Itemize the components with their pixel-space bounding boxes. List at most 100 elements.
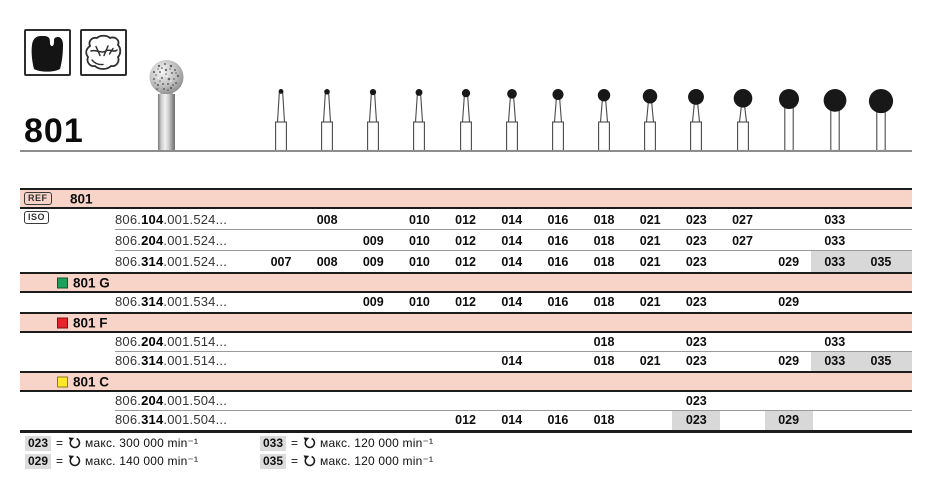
size-cell: 014: [501, 354, 523, 368]
bur-silhouette-014: [489, 59, 535, 152]
section-rule: [20, 430, 912, 433]
section-color-square: [57, 317, 68, 328]
bur-silhouette-023: [673, 59, 719, 152]
size-cell: 023: [685, 295, 707, 309]
size-cell: 029: [778, 255, 800, 269]
rotation-speed-icon: [68, 436, 81, 450]
size-cell: 023: [685, 213, 707, 227]
size-cell: 018: [593, 413, 615, 427]
section-header-801-G: 801 G: [20, 274, 912, 291]
size-cell: 014: [501, 213, 523, 227]
iso-number: 806.104.001.524...: [115, 212, 228, 227]
size-cell: 027: [732, 213, 753, 227]
size-cell: 033: [824, 213, 846, 227]
size-cell: 033: [824, 255, 846, 269]
bur-silhouette-012: [443, 59, 489, 152]
size-cell: 033: [824, 335, 846, 349]
size-cell: 010: [409, 213, 430, 227]
bur-silhouette-033: [812, 59, 858, 152]
bur-photo: [149, 60, 184, 151]
size-cell: 029: [778, 413, 800, 427]
size-cell: 033: [824, 354, 846, 368]
rotation-speed-icon: [303, 436, 316, 450]
size-cell: 018: [593, 255, 615, 269]
section-label: 801 G: [73, 275, 110, 290]
size-cell: 012: [455, 213, 477, 227]
iso-number: 806.204.001.524...: [115, 233, 228, 248]
size-cell: 033: [824, 234, 846, 248]
baseline-rule: [20, 150, 912, 152]
equals-sign: =: [56, 454, 64, 468]
size-cell: 023: [685, 335, 707, 349]
size-cell: 027: [732, 234, 753, 248]
iso-row: 806.314.001.514... 014 018 021 023 029 033 035: [20, 352, 912, 371]
rotation-speed-icon: [68, 454, 81, 468]
iso-number: 806.204.001.514...: [115, 334, 228, 349]
size-cell: 010: [409, 295, 430, 309]
iso-row: 806.314.001.524... 007 008 009 010 012 014 016 0…: [20, 251, 912, 272]
size-cell: 016: [547, 234, 569, 248]
size-badge: 033: [260, 435, 287, 451]
legend-item: 035 = макс. 120 000 min⁻¹: [260, 453, 433, 469]
section-label: 801 F: [73, 315, 108, 330]
bur-silhouette-018: [581, 59, 627, 152]
size-cell: 018: [593, 354, 615, 368]
section-header-801: 801: [20, 190, 912, 207]
section-rule: [20, 371, 912, 373]
size-cell: 016: [547, 255, 569, 269]
max-speed-text: макс. 140 000 min⁻¹: [85, 454, 199, 468]
iso-row: 806.204.001.514... 018 023 033: [20, 333, 912, 352]
size-cell: 023: [685, 354, 707, 368]
section-color-square: [57, 376, 68, 387]
section-rule: [20, 390, 912, 392]
size-cell: 012: [455, 295, 477, 309]
size-cell: 010: [409, 255, 430, 269]
size-cell: 012: [455, 413, 477, 427]
size-cell: 007: [270, 255, 292, 269]
size-cell: 014: [501, 234, 523, 248]
speed-limit-highlight: [672, 411, 721, 430]
section-rule: [20, 188, 912, 190]
iso-row: 806.104.001.524... 008 010 012 014 016 018 021 0…: [20, 209, 912, 230]
size-badge: 029: [25, 453, 52, 469]
tooth-occlusal-icon: [80, 29, 127, 76]
figure-number: 801: [24, 112, 84, 150]
size-cell: 018: [593, 335, 615, 349]
bur-silhouette-027: [720, 59, 766, 152]
section-header-801-C: 801 C: [20, 373, 912, 390]
section-rule: [20, 312, 912, 314]
speed-limit-highlight: [764, 411, 813, 430]
speed-limit-highlight: [810, 251, 912, 272]
iso-row: 806.204.001.504... 023: [20, 392, 912, 411]
size-cell: 023: [685, 255, 707, 269]
ref-chip: REF: [24, 192, 52, 205]
iso-chip: ISO: [24, 211, 50, 224]
row-separator: [115, 250, 912, 251]
size-cell: 023: [685, 234, 707, 248]
bur-silhouette-007: [258, 59, 304, 152]
equals-sign: =: [56, 436, 64, 450]
iso-row: 806.314.001.504... 012 014 016 018 023 029: [20, 411, 912, 430]
size-cell: 023: [685, 394, 707, 408]
size-cell: 012: [455, 234, 477, 248]
legend-item: 033 = макс. 120 000 min⁻¹: [260, 435, 433, 451]
iso-number: 806.314.001.524...: [115, 254, 228, 269]
size-cell: 023: [685, 413, 707, 427]
iso-number: 806.314.001.514...: [115, 353, 228, 368]
row-separator: [115, 410, 912, 411]
size-cell: 009: [362, 234, 384, 248]
speed-limit-highlight: [810, 352, 912, 371]
size-cell: 009: [362, 295, 384, 309]
size-cell: 021: [639, 255, 661, 269]
size-cell: 035: [870, 354, 892, 368]
row-separator: [115, 229, 912, 230]
size-cell: 021: [639, 354, 661, 368]
size-cell: 016: [547, 413, 569, 427]
size-badge: 035: [260, 453, 287, 469]
size-cell: 021: [639, 234, 661, 248]
legend-item: 029 = макс. 140 000 min⁻¹: [25, 453, 198, 469]
size-cell: 035: [870, 255, 892, 269]
size-cell: 014: [501, 255, 523, 269]
size-cell: 010: [409, 234, 430, 248]
tooth-crown-icon: [24, 29, 71, 76]
